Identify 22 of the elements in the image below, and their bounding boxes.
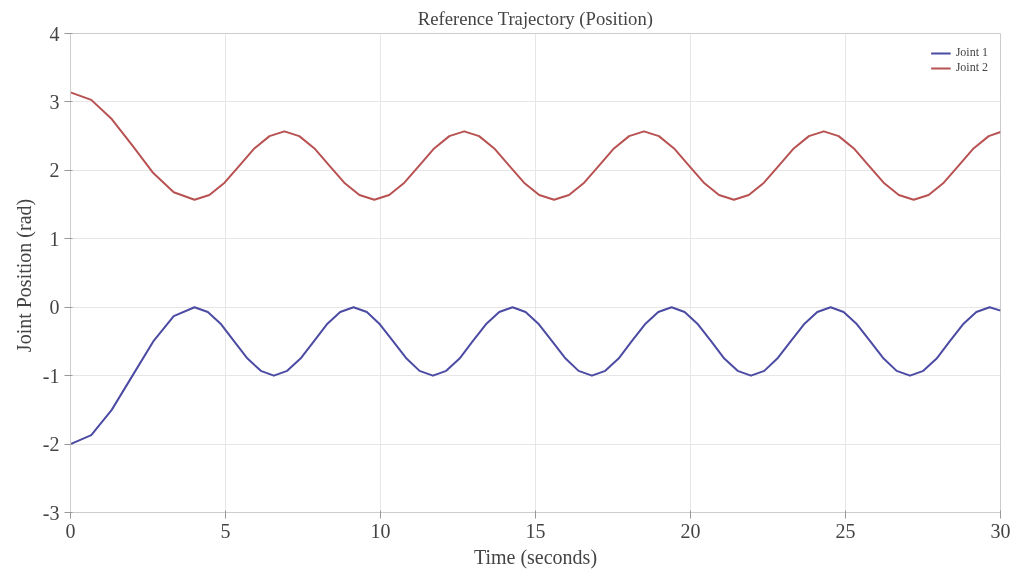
chart-title: Reference Trajectory (Position) <box>417 7 653 30</box>
legend-label: Joint 2 <box>955 60 988 75</box>
line-series <box>70 91 1001 201</box>
x-tick-label: 30 <box>990 519 1011 542</box>
line-series <box>70 306 1001 446</box>
y-tick-label: 3 <box>49 90 60 113</box>
x-tick-label: 20 <box>680 519 701 542</box>
y-tick-label: 1 <box>49 227 60 250</box>
y-tick-label: -2 <box>42 433 60 456</box>
y-axis-title: Joint Position (rad) <box>12 198 36 353</box>
x-tick-label: 5 <box>220 519 231 542</box>
x-tick-label: 15 <box>525 519 546 542</box>
x-axis-title: Time (seconds) <box>473 545 598 569</box>
y-tick-label: -1 <box>42 364 60 387</box>
x-tick-label: 10 <box>370 519 391 542</box>
x-tick-label: 0 <box>65 519 76 542</box>
legend-label: Joint 1 <box>955 45 988 60</box>
y-tick-label: 2 <box>49 159 60 182</box>
y-tick-label: 4 <box>49 22 60 45</box>
y-tick-label: -3 <box>42 501 60 524</box>
y-tick-label: 0 <box>49 296 60 319</box>
x-tick-label: 25 <box>835 519 856 542</box>
